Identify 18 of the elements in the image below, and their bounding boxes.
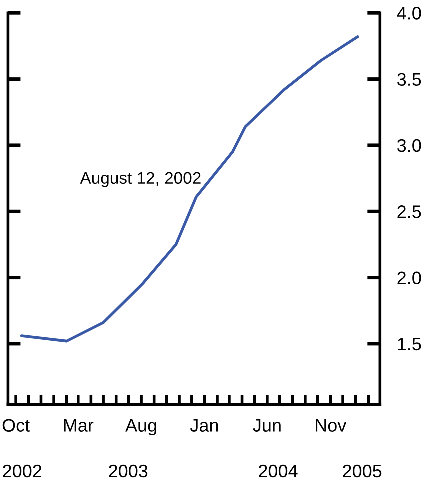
y-tick-label: 4.0: [397, 7, 422, 20]
series-label: August 12, 2002: [80, 172, 201, 188]
y-tick-label: 2.0: [398, 272, 422, 285]
x-tick-label: Mar: [64, 419, 94, 432]
text: 2004: [259, 464, 298, 478]
y-tick-label: 3.0: [398, 139, 422, 152]
line-series: [20, 36, 360, 343]
text: 2005: [343, 464, 382, 478]
y-tick-label: 2.5: [398, 206, 422, 218]
text: 2003: [109, 464, 148, 478]
x-tick-label: Aug: [126, 419, 156, 436]
y-tick-label: 3.5: [398, 73, 422, 86]
x-tick-label: Jan: [190, 419, 218, 432]
y-tick-label: 1.5: [398, 338, 422, 351]
x-tick-label: Nov: [316, 419, 347, 432]
text: 2002: [3, 464, 42, 478]
x-tick-label: Oct: [2, 419, 30, 432]
x-tick-label: Jun: [253, 419, 281, 432]
